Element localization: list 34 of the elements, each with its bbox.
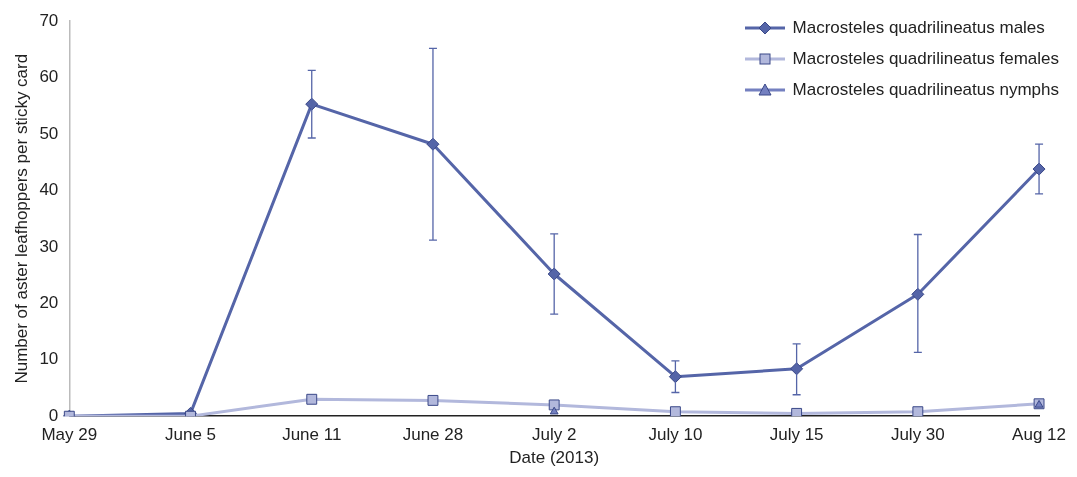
point xyxy=(790,362,804,376)
point xyxy=(548,399,560,411)
legend-label: Macrosteles quadrilineatus females xyxy=(792,48,1059,69)
x-tick-label: July 30 xyxy=(890,425,945,445)
point xyxy=(669,406,681,417)
point xyxy=(305,97,319,111)
y-tick-label: 10 xyxy=(39,349,59,369)
x-tick-label: June 28 xyxy=(402,425,464,445)
x-tick-label: July 15 xyxy=(769,425,824,445)
y-tick-label: 70 xyxy=(39,10,59,30)
x-tick-label: July 2 xyxy=(531,425,577,445)
x-tick-label: May 29 xyxy=(41,425,98,445)
y-tick-label: 0 xyxy=(48,405,59,425)
y-axis-title: Number of aster leafhoppers per sticky card xyxy=(11,53,31,384)
point xyxy=(427,394,439,406)
point xyxy=(547,267,561,281)
y-tick-label: 60 xyxy=(39,67,59,87)
x-tick-label: June 5 xyxy=(165,425,217,445)
legend-label: Macrosteles quadrilineatus males xyxy=(792,17,1045,38)
x-tick-label: July 10 xyxy=(648,425,703,445)
point xyxy=(791,407,803,417)
point xyxy=(912,406,924,417)
x-axis-title: Date (2013) xyxy=(509,448,600,468)
y-tick-label: 40 xyxy=(39,180,59,200)
point xyxy=(306,393,318,405)
point xyxy=(668,370,682,384)
point xyxy=(911,287,925,301)
x-tick-label: Aug 12 xyxy=(1012,425,1067,445)
point xyxy=(549,406,559,415)
y-tick-label: 30 xyxy=(39,236,59,256)
x-tick-label: June 11 xyxy=(282,425,342,445)
legend-label: Macrosteles quadrilineatus nymphs xyxy=(792,79,1059,100)
y-tick-label: 50 xyxy=(39,123,59,143)
y-tick-label: 20 xyxy=(39,293,59,313)
